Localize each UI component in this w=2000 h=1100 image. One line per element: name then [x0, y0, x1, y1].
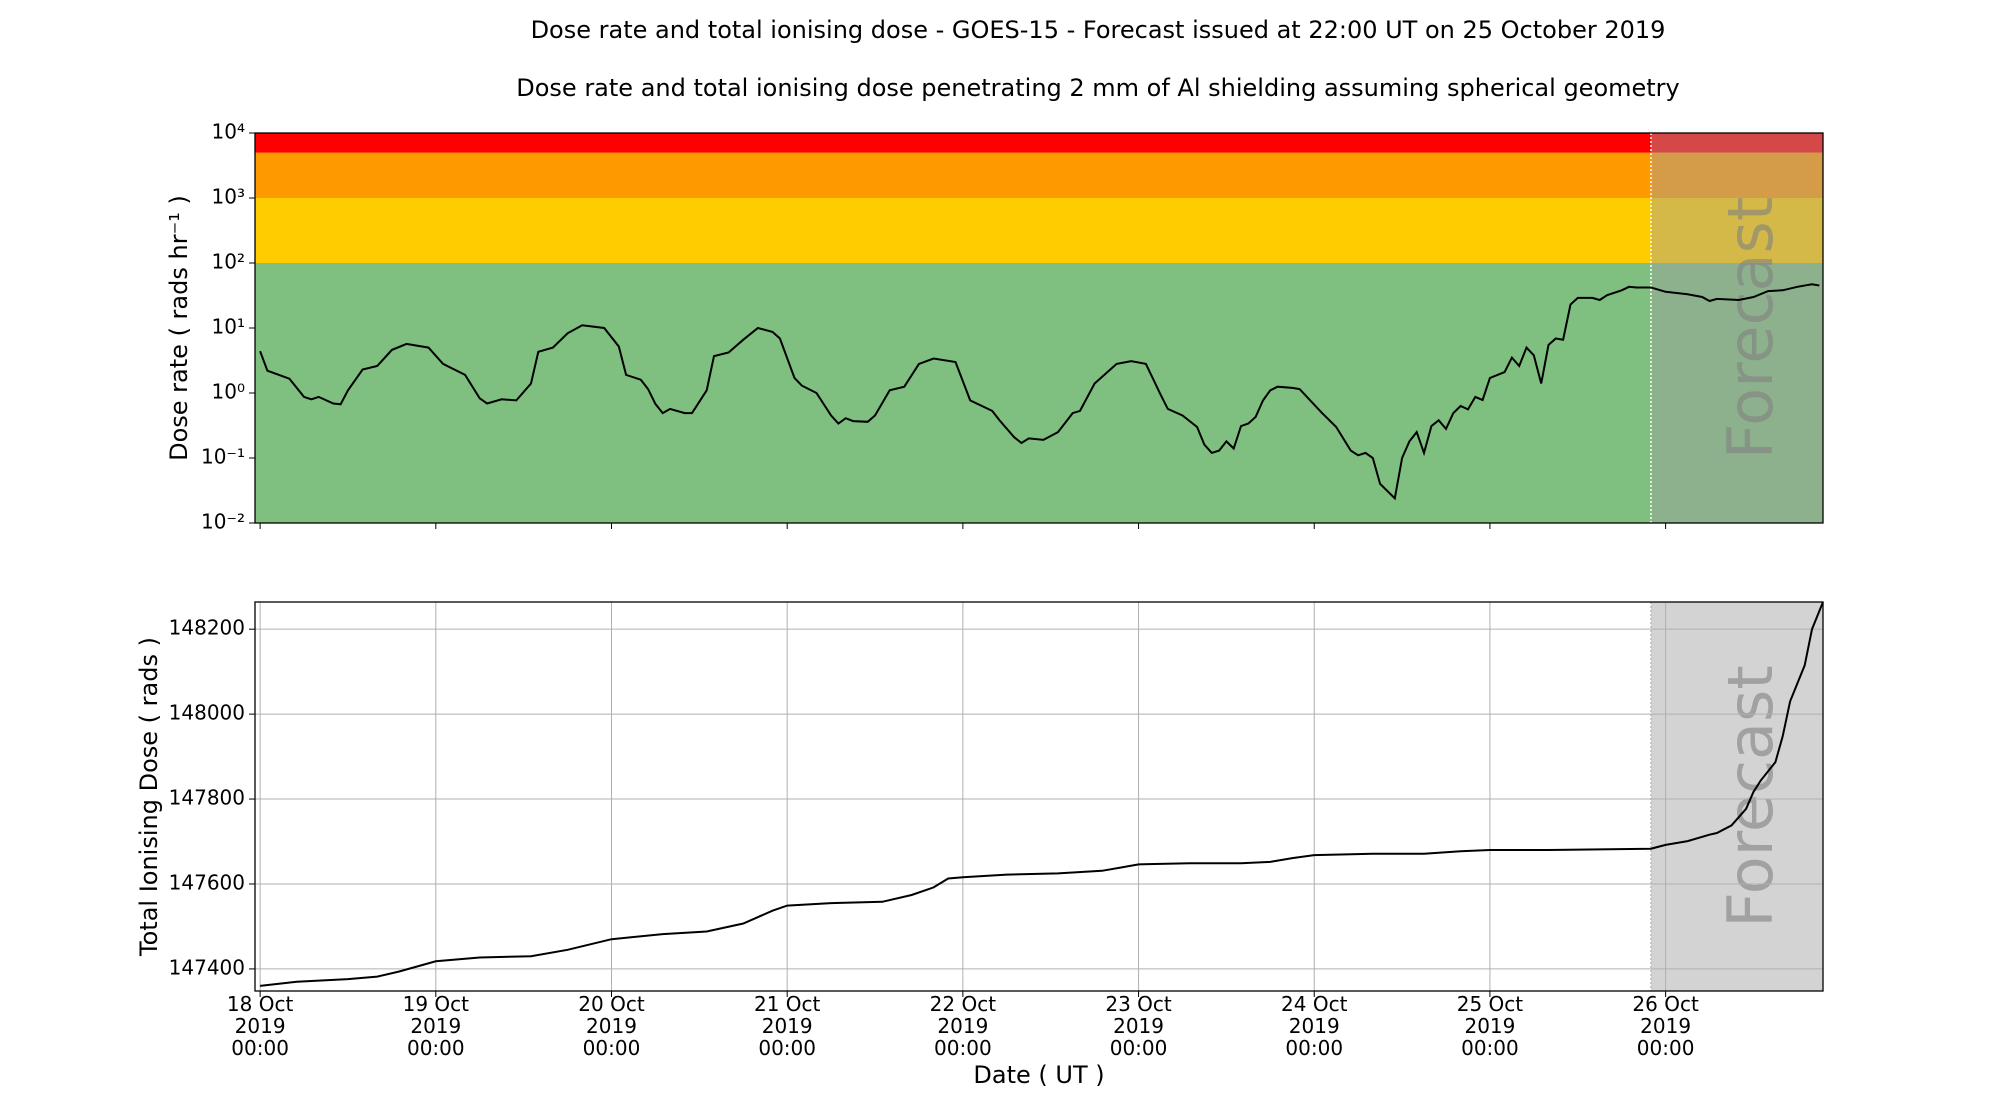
- y-tick-label: 147400: [169, 955, 245, 979]
- x-tick-label: 25 Oct 2019 00:00: [1457, 992, 1524, 1060]
- data-line: [259, 283, 1820, 501]
- x-tick-label: 24 Oct 2019 00:00: [1281, 992, 1348, 1060]
- y-tick-label: 10²: [212, 250, 245, 274]
- forecast-label: Forecast: [1714, 197, 1787, 459]
- y-tick-label: 10⁴: [212, 120, 245, 144]
- risk-band: [255, 152, 1823, 198]
- forecast-region: [1650, 602, 1823, 991]
- y-tick-label: 10³: [212, 185, 245, 209]
- y-axis-label: Dose rate ( rads hr⁻¹ ): [165, 195, 193, 461]
- y-axis-label: Total Ionising Dose ( rads ): [135, 637, 163, 957]
- y-tick-label: 147800: [169, 786, 245, 810]
- x-tick-label: 23 Oct 2019 00:00: [1105, 992, 1172, 1060]
- x-tick-label: 22 Oct 2019 00:00: [930, 992, 997, 1060]
- y-tick-label: 10⁻²: [201, 510, 245, 534]
- x-tick-label: 20 Oct 2019 00:00: [578, 992, 645, 1060]
- y-tick-label: 147600: [169, 870, 245, 894]
- x-tick-label: 18 Oct 2019 00:00: [227, 992, 294, 1060]
- chart-title: Dose rate and total ionising dose - GOES…: [531, 16, 1666, 44]
- data-line: [259, 601, 1824, 987]
- plot-frame: [254, 132, 1824, 524]
- x-axis-label: Date ( UT ): [973, 1061, 1104, 1089]
- x-tick-label: 19 Oct 2019 00:00: [403, 992, 470, 1060]
- risk-band: [255, 133, 1823, 153]
- x-tick-label: 26 Oct 2019 00:00: [1632, 992, 1699, 1060]
- plot-frame: [254, 601, 1824, 992]
- forecast-region: [1650, 133, 1823, 523]
- risk-band: [255, 263, 1823, 523]
- y-tick-label: 148000: [169, 701, 245, 725]
- chart-subtitle: Dose rate and total ionising dose penetr…: [516, 74, 1680, 102]
- y-tick-label: 10¹: [212, 315, 245, 339]
- y-tick-label: 10⁻¹: [201, 445, 245, 469]
- y-tick-label: 148200: [169, 616, 245, 640]
- x-tick-label: 21 Oct 2019 00:00: [754, 992, 821, 1060]
- risk-band: [255, 198, 1823, 263]
- y-tick-label: 10⁰: [212, 380, 245, 404]
